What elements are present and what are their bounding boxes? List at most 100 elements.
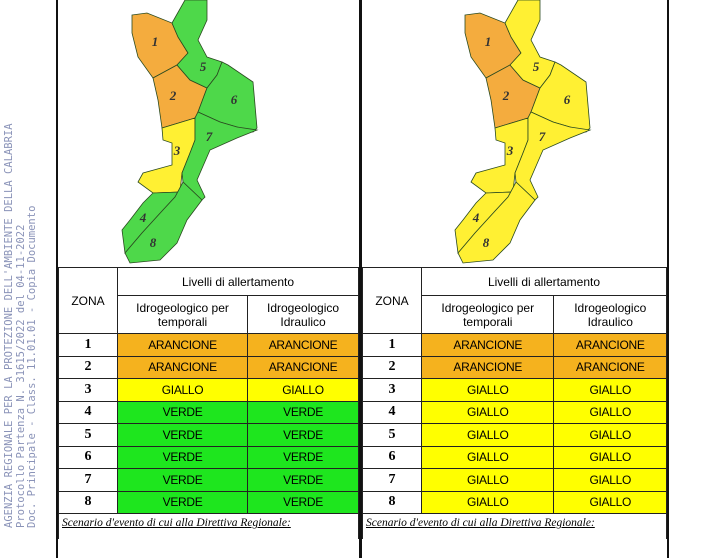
scenario-heading: Scenario d'evento di cui alla Direttiva … (362, 513, 667, 539)
temporali-level: ARANCIONE (116, 355, 249, 379)
alert-table: ZONA Livelli di allertamento Idrogeologi… (362, 267, 667, 539)
zone-number: 8 (362, 490, 422, 514)
table-row: 5 GIALLO GIALLO (362, 423, 667, 447)
temporali-level: ARANCIONE (116, 333, 249, 357)
zone-number: 5 (362, 423, 422, 447)
map-zone-label: 5 (533, 59, 540, 74)
map-zone-label: 5 (200, 59, 207, 74)
table-row: 7 GIALLO GIALLO (362, 468, 667, 492)
temporali-header: Idrogeologico per temporali (420, 295, 555, 334)
idraulico-level: ARANCIONE (553, 355, 667, 379)
table-row: 4 VERDE VERDE (58, 400, 359, 424)
temporali-level: GIALLO (420, 468, 555, 492)
map-zone-label: 4 (139, 210, 147, 225)
table-row: 3 GIALLO GIALLO (362, 378, 667, 402)
zone-number: 4 (58, 400, 118, 424)
table-row: 7 VERDE VERDE (58, 468, 359, 492)
map-zone-label: 3 (506, 143, 514, 158)
idraulico-level: VERDE (247, 445, 359, 469)
idraulico-level: ARANCIONE (553, 333, 667, 357)
map-zone-8 (457, 181, 536, 264)
temporali-level: GIALLO (420, 445, 555, 469)
temporali-level: VERDE (116, 400, 249, 424)
zone-number: 5 (58, 423, 118, 447)
zone-number: 2 (58, 355, 118, 379)
temporali-level: GIALLO (116, 378, 249, 402)
zone-number: 1 (362, 333, 422, 357)
temporali-level: GIALLO (420, 490, 555, 514)
idraulico-header: Idrogeologico Idraulico (553, 295, 667, 334)
map-zone-label: 8 (483, 235, 490, 250)
table-row: 6 VERDE VERDE (58, 445, 359, 469)
zone-number: 6 (362, 445, 422, 469)
temporali-header: Idrogeologico per temporali (116, 295, 249, 334)
idraulico-level: GIALLO (247, 378, 359, 402)
map-zone-label: 3 (173, 143, 181, 158)
zone-number: 1 (58, 333, 118, 357)
table-row: 8 GIALLO GIALLO (362, 490, 667, 514)
temporali-level: VERDE (116, 468, 249, 492)
zone-number: 3 (362, 378, 422, 402)
map-zone-label: 2 (169, 88, 177, 103)
map-zone-label: 8 (150, 235, 157, 250)
temporali-level: GIALLO (420, 378, 555, 402)
idraulico-level: VERDE (247, 400, 359, 424)
temporali-level: VERDE (116, 423, 249, 447)
zone-number: 6 (58, 445, 118, 469)
map-zone-label: 7 (539, 129, 546, 144)
scenario-heading: Scenario d'evento di cui alla Direttiva … (58, 513, 359, 539)
zone-number: 4 (362, 400, 422, 424)
calabria-alert-map: 1 2 3 4 5 6 7 8 (454, 0, 592, 264)
protocol-stamp: AGENZIA REGIONALE PER LA PROTEZIONE DELL… (3, 123, 39, 528)
idraulico-level: VERDE (247, 468, 359, 492)
stamp-line-1: AGENZIA REGIONALE PER LA PROTEZIONE DELL… (3, 123, 15, 528)
alert-table: ZONA Livelli di allertamento Idrogeologi… (58, 267, 359, 539)
map-zone-7 (514, 111, 592, 201)
idraulico-level: ARANCIONE (247, 355, 359, 379)
livelli-header: Livelli di allertamento (117, 267, 359, 296)
stamp-line-3: Doc. Principale - Class. 11.01.01 - Copi… (26, 205, 38, 528)
idraulico-level: GIALLO (553, 468, 667, 492)
zone-number: 7 (58, 468, 118, 492)
idraulico-level: ARANCIONE (247, 333, 359, 357)
zone-number: 8 (58, 490, 118, 514)
table-row: 1 ARANCIONE ARANCIONE (58, 333, 359, 357)
map-zone-8 (124, 181, 203, 264)
map-zone-label: 6 (231, 92, 238, 107)
idraulico-level: GIALLO (553, 378, 667, 402)
idraulico-level: GIALLO (553, 445, 667, 469)
table-row: 5 VERDE VERDE (58, 423, 359, 447)
idraulico-level: GIALLO (553, 400, 667, 424)
livelli-header: Livelli di allertamento (421, 267, 667, 296)
idraulico-level: VERDE (247, 423, 359, 447)
zona-header: ZONA (58, 267, 118, 334)
table-row: 4 GIALLO GIALLO (362, 400, 667, 424)
map-zone-label: 2 (502, 88, 510, 103)
table-row: 3 GIALLO GIALLO (58, 378, 359, 402)
table-row: 8 VERDE VERDE (58, 490, 359, 514)
temporali-level: ARANCIONE (420, 355, 555, 379)
zone-number: 7 (362, 468, 422, 492)
calabria-alert-map: 1 2 3 4 5 6 7 8 (121, 0, 259, 264)
temporali-level: GIALLO (420, 400, 555, 424)
temporali-level: ARANCIONE (420, 333, 555, 357)
idraulico-header: Idrogeologico Idraulico (247, 295, 359, 334)
table-row: 1 ARANCIONE ARANCIONE (362, 333, 667, 357)
map-zone-label: 1 (485, 34, 492, 49)
idraulico-level: GIALLO (553, 423, 667, 447)
table-row: 2 ARANCIONE ARANCIONE (58, 355, 359, 379)
map-zone-7 (181, 111, 259, 201)
zona-header: ZONA (362, 267, 422, 334)
zone-number: 2 (362, 355, 422, 379)
temporali-level: GIALLO (420, 423, 555, 447)
idraulico-level: GIALLO (553, 490, 667, 514)
zone-number: 3 (58, 378, 118, 402)
table-row: 2 ARANCIONE ARANCIONE (362, 355, 667, 379)
temporali-level: VERDE (116, 445, 249, 469)
table-row: 6 GIALLO GIALLO (362, 445, 667, 469)
map-zone-label: 4 (472, 210, 480, 225)
temporali-level: VERDE (116, 490, 249, 514)
map-zone-label: 1 (152, 34, 159, 49)
